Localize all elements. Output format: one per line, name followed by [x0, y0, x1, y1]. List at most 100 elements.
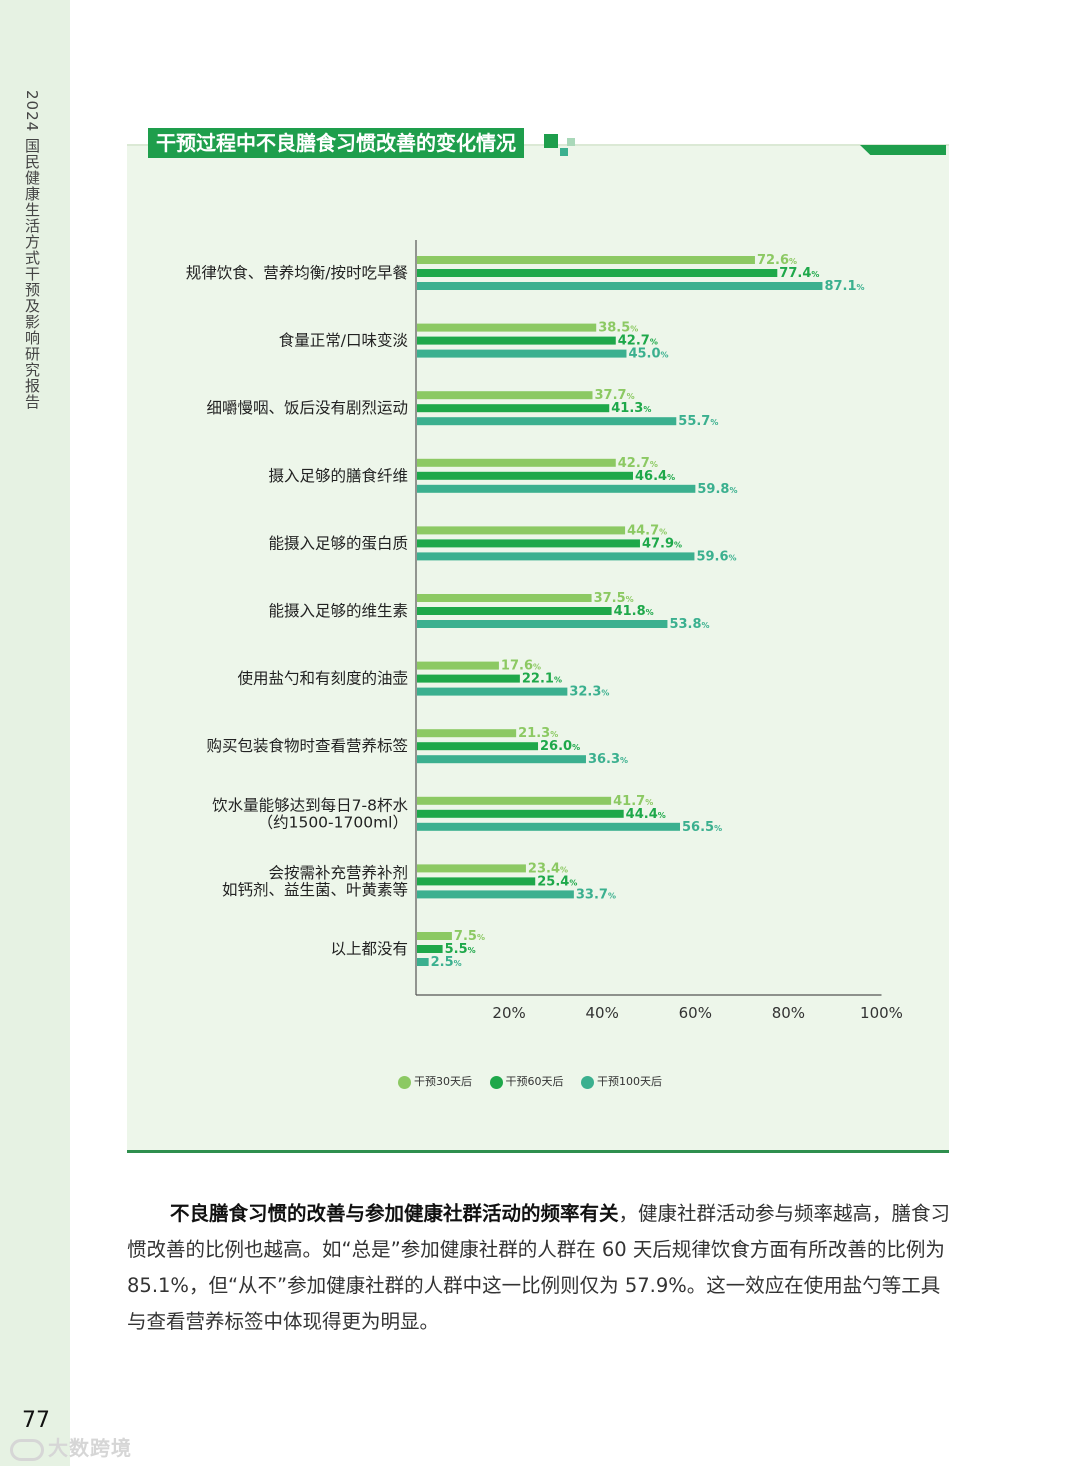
bar-60d — [417, 404, 610, 413]
data-label: 5.5% — [445, 942, 476, 957]
data-label-unit: % — [626, 595, 634, 604]
bar-60d — [417, 945, 443, 953]
data-label: 41.8% — [614, 604, 654, 619]
legend-swatch-30 — [398, 1075, 411, 1089]
figure-title: 干预过程中不良膳食习惯改善的变化情况 — [148, 128, 524, 158]
title-decoration-square-small — [560, 148, 568, 156]
bar-30d — [417, 796, 612, 805]
bar-30d — [417, 323, 597, 332]
body-bold-lead: 不良膳食习惯的改善与参加健康社群活动的频率有关 — [170, 1202, 619, 1225]
data-label: 45.0% — [628, 347, 668, 362]
category-label: 以上都没有 — [330, 940, 408, 958]
category-label: 能摄入足够的蛋白质 — [268, 534, 408, 552]
data-label: 17.6% — [501, 659, 541, 674]
data-label: 33.7% — [576, 887, 616, 902]
data-label-unit: % — [468, 946, 476, 955]
bar-100d — [417, 822, 681, 831]
data-label: 23.4% — [528, 861, 568, 876]
body-rest: ，健康社群活动参与频率越高，膳食习惯改善的比例也越高。如“总是”参加健康社群的人… — [127, 1202, 951, 1333]
data-label: 37.7% — [594, 388, 634, 403]
category-label: 摄入足够的膳食纤维 — [268, 467, 408, 485]
data-label: 87.1% — [824, 279, 864, 294]
legend-item-60: 干预60天后 — [489, 1073, 564, 1089]
chart-legend: 干预30天后 干预60天后 干预100天后 — [398, 1073, 676, 1089]
data-label: 41.3% — [611, 401, 651, 416]
data-label-unit: % — [710, 418, 718, 427]
body-paragraph: 不良膳食习惯的改善与参加健康社群活动的频率有关，健康社群活动参与频率越高，膳食习… — [127, 1196, 957, 1340]
panel-top-line — [127, 144, 949, 146]
data-label-unit: % — [477, 933, 485, 942]
x-tick-label: 60% — [679, 1004, 712, 1022]
data-label-unit: % — [560, 865, 568, 874]
data-label-unit: % — [620, 756, 628, 765]
bar-60d — [417, 539, 640, 548]
category-label: 如钙剂、益生菌、叶黄素等 — [222, 881, 408, 899]
panel-bottom-line — [127, 1150, 949, 1153]
data-label: 38.5% — [598, 321, 638, 336]
data-label: 37.5% — [594, 591, 634, 606]
data-label: 2.5% — [431, 955, 462, 970]
data-label-unit: % — [645, 798, 653, 807]
data-label: 36.3% — [588, 752, 628, 767]
data-label: 7.5% — [454, 929, 485, 944]
x-tick-label: 20% — [492, 1004, 525, 1022]
data-label-unit: % — [627, 392, 635, 401]
data-label: 42.7% — [618, 456, 658, 471]
data-label-unit: % — [729, 553, 737, 562]
data-label-unit: % — [659, 527, 667, 536]
category-label: （约1500-1700ml） — [258, 813, 408, 831]
data-label-unit: % — [789, 257, 797, 266]
data-label-unit: % — [650, 460, 658, 469]
legend-label-30: 干预30天后 — [414, 1075, 472, 1088]
data-label: 72.6% — [757, 253, 797, 268]
data-label-unit: % — [658, 811, 666, 820]
category-label: 规律饮食、营养均衡/按时吃早餐 — [186, 264, 408, 282]
bar-30d — [417, 391, 593, 400]
legend-label-60: 干预60天后 — [505, 1075, 564, 1088]
bar-30d — [417, 932, 452, 940]
figure-panel — [127, 146, 949, 1150]
category-label: 饮水量能够达到每日7-8杯水 — [212, 796, 408, 814]
bar-60d — [417, 674, 520, 683]
bar-30d — [417, 729, 517, 738]
watermark-text: 大数跨境 — [48, 1436, 132, 1460]
data-label: 44.4% — [626, 807, 666, 822]
page-number: 77 — [22, 1408, 50, 1433]
data-label-unit: % — [667, 473, 675, 482]
category-label: 使用盐勺和有刻度的油壶 — [237, 670, 408, 688]
data-label-unit: % — [729, 486, 737, 495]
category-label: 细嚼慢咽、饭后没有剧烈运动 — [206, 399, 408, 417]
bar-30d — [417, 594, 592, 602]
data-label-unit: % — [533, 663, 541, 672]
title-decoration-square-light — [567, 138, 575, 146]
category-label: 会按需补充营养补剂 — [268, 864, 408, 882]
legend-swatch-60 — [489, 1075, 503, 1089]
watermark-logo-icon — [10, 1438, 44, 1461]
legend-label-100: 干预100天后 — [597, 1075, 662, 1088]
data-label: 55.7% — [678, 414, 718, 429]
bar-60d — [417, 607, 612, 615]
bar-100d — [417, 958, 429, 966]
data-label-unit: % — [650, 338, 658, 347]
data-label-unit: % — [608, 891, 616, 900]
bar-30d — [417, 526, 626, 535]
data-label: 59.8% — [697, 482, 737, 497]
sidebar: 2024 国民健康生活方式干预及影响研究报告 77 — [0, 0, 70, 1466]
watermark: 大数跨境 — [10, 1432, 132, 1461]
data-label-unit: % — [454, 959, 462, 968]
category-label: 购买包装食物时查看营养标签 — [206, 737, 408, 755]
bar-60d — [417, 336, 616, 345]
x-tick-label: 80% — [772, 1004, 805, 1022]
data-label-unit: % — [550, 730, 558, 739]
bar-100d — [417, 890, 574, 899]
data-label: 21.3% — [518, 726, 558, 741]
bar-60d — [417, 809, 624, 818]
category-label: 食量正常/口味变淡 — [279, 332, 409, 350]
category-label: 能摄入足够的维生素 — [268, 602, 408, 620]
legend-item-30: 干预30天后 — [398, 1073, 472, 1089]
data-label-unit: % — [569, 878, 577, 887]
bar-30d — [417, 661, 499, 670]
data-label: 59.6% — [696, 549, 736, 564]
data-label-unit: % — [643, 405, 651, 414]
data-label: 42.7% — [618, 334, 658, 349]
